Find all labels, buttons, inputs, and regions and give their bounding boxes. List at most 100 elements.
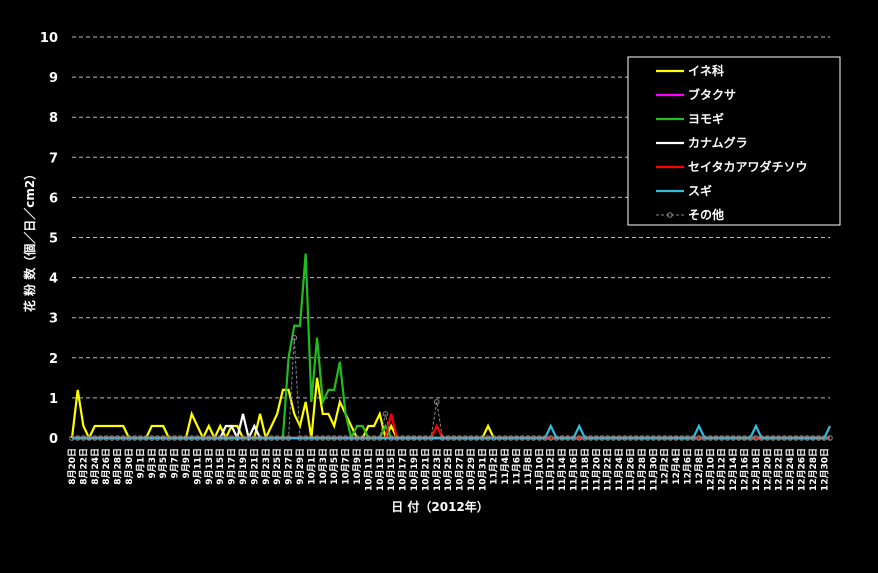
- y-tick-label: 5: [49, 232, 58, 247]
- x-tick-label: 10月13日: [375, 448, 386, 491]
- x-tick-label: 10月11日: [363, 448, 374, 491]
- x-tick-label: 10月31日: [477, 448, 488, 491]
- x-tick-label: 9月23日: [261, 448, 272, 485]
- x-tick-label: 10月27日: [455, 448, 466, 491]
- data-point: [479, 435, 486, 441]
- data-point: [656, 435, 662, 441]
- data-point: [741, 435, 748, 441]
- x-tick-label: 11月4日: [500, 448, 511, 485]
- data-point: [394, 435, 400, 441]
- data-point: [416, 435, 423, 441]
- data-point: [747, 435, 754, 441]
- data-point: [314, 435, 320, 441]
- data-point: [770, 435, 776, 441]
- data-point: [718, 435, 725, 441]
- data-point: [109, 435, 115, 441]
- data-point: [622, 435, 628, 441]
- data-point: [126, 435, 132, 441]
- data-point: [473, 435, 480, 441]
- x-tick-label: 9月5日: [158, 448, 169, 479]
- data-point: [91, 435, 98, 441]
- legend-label: その他: [688, 207, 724, 222]
- legend-label: イネ科: [688, 63, 724, 78]
- data-point: [650, 435, 657, 441]
- x-tick-label: 10月9日: [352, 448, 363, 485]
- y-axis-label: 花 粉 数（個／日／cm2）: [22, 168, 37, 312]
- data-point: [616, 435, 622, 441]
- data-point: [342, 435, 349, 441]
- data-point: [297, 435, 303, 441]
- x-tick-label: 9月29日: [295, 448, 306, 485]
- x-tick-label: 12月30日: [819, 448, 830, 491]
- x-tick-label: 9月13日: [204, 448, 215, 485]
- data-point: [114, 435, 121, 441]
- series-line: [72, 413, 830, 442]
- x-tick-label: 9月7日: [170, 448, 181, 479]
- data-point: [337, 435, 343, 441]
- data-point: [451, 435, 457, 441]
- data-point: [576, 435, 583, 441]
- data-point: [245, 435, 252, 441]
- data-point: [325, 435, 332, 441]
- data-point: [815, 435, 822, 441]
- data-point: [633, 435, 640, 441]
- y-tick-label: 7: [49, 151, 58, 166]
- data-point: [422, 435, 429, 441]
- data-point: [194, 435, 201, 441]
- x-tick-label: 12月20日: [762, 448, 773, 491]
- data-point: [240, 435, 246, 441]
- legend-label: ブタクサ: [688, 87, 736, 102]
- x-tick-label: 12月14日: [728, 448, 739, 491]
- data-point: [348, 435, 355, 441]
- data-point: [485, 435, 491, 441]
- x-tick-label: 10月3日: [318, 448, 329, 485]
- x-tick-label: 10月21日: [420, 448, 431, 491]
- data-point: [502, 435, 508, 441]
- data-point: [445, 435, 451, 441]
- data-point: [200, 435, 206, 441]
- data-point: [319, 435, 326, 441]
- data-point: [428, 435, 434, 441]
- data-point: [405, 435, 412, 441]
- x-tick-label: 8月22日: [78, 448, 89, 485]
- data-point: [371, 435, 377, 441]
- x-axis-label: 日 付（2012年）: [391, 499, 489, 514]
- data-point: [280, 435, 286, 441]
- data-point: [257, 435, 263, 441]
- data-point: [530, 435, 537, 441]
- data-point: [251, 435, 258, 441]
- x-tick-label: 8月26日: [101, 448, 112, 485]
- series-line: [72, 337, 830, 439]
- data-point: [696, 435, 702, 441]
- x-tick-label: 12月4日: [671, 448, 682, 485]
- data-point: [775, 435, 782, 441]
- data-point: [439, 435, 446, 441]
- y-tick-label: 2: [49, 352, 58, 367]
- data-point: [143, 435, 149, 441]
- x-tick-label: 12月8日: [694, 448, 705, 485]
- data-point: [120, 435, 127, 441]
- x-tick-label: 11月18日: [580, 448, 591, 491]
- y-tick-label: 10: [40, 31, 58, 46]
- data-point: [274, 435, 280, 441]
- data-point: [183, 435, 189, 441]
- data-point: [593, 435, 600, 441]
- data-point: [382, 411, 389, 417]
- y-tick-label: 1: [49, 392, 58, 407]
- x-tick-label: 10月29日: [466, 448, 477, 491]
- data-point: [433, 399, 440, 405]
- data-point: [536, 435, 543, 441]
- x-tick-label: 12月22日: [774, 448, 785, 491]
- data-point: [411, 435, 417, 441]
- data-point: [724, 435, 731, 441]
- data-point: [291, 334, 298, 341]
- x-tick-label: 11月2日: [489, 448, 500, 485]
- x-tick-label: 11月14日: [557, 448, 568, 491]
- x-tick-label: 9月3日: [147, 448, 158, 479]
- x-tick-label: 11月30日: [648, 448, 659, 491]
- data-point: [570, 435, 577, 441]
- data-point: [103, 435, 109, 441]
- x-tick-label: 12月28日: [808, 448, 819, 491]
- x-tick-label: 12月6日: [683, 448, 694, 485]
- data-point: [228, 435, 235, 441]
